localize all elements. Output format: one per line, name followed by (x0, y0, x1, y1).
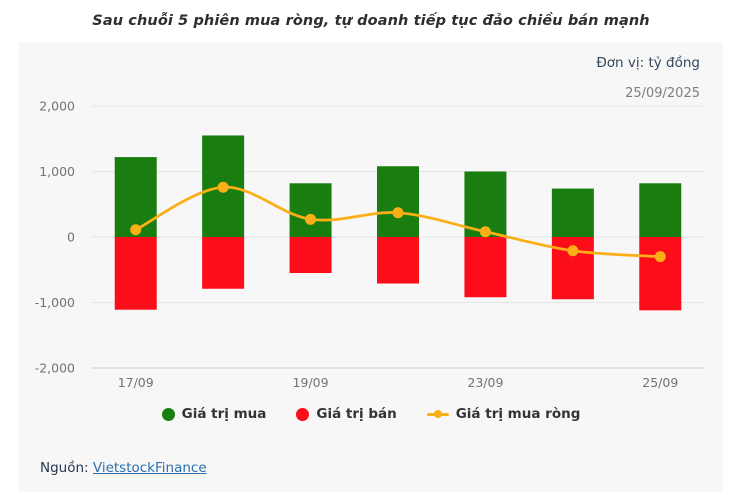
unit-label: Đơn vị: tỷ đồng (596, 55, 700, 71)
source-link[interactable]: VietstockFinance (92, 460, 207, 476)
svg-text:19/09: 19/09 (293, 375, 329, 390)
svg-text:2,000: 2,000 (39, 99, 75, 114)
source-note: Nguồn: VietstockFinance (40, 460, 207, 476)
sell-series-swatch-icon (296, 407, 310, 421)
svg-text:17/09: 17/09 (118, 375, 154, 390)
buy-series-swatch-icon (161, 407, 175, 421)
legend-item-net[interactable]: Giá trị mua ròng (426, 406, 581, 422)
legend: Giá trị mua Giá trị bán Giá trị mua ròng (19, 406, 723, 422)
svg-text:23/09: 23/09 (467, 375, 503, 390)
chart-panel: 2,000 1,000 0 -1,000 -2,000 17/09 19/09 23/09 25… (19, 42, 723, 492)
svg-text:-2,000: -2,000 (35, 361, 75, 376)
legend-item-sell[interactable]: Giá trị bán (296, 406, 397, 422)
source-label: Nguồn: (40, 460, 89, 476)
svg-text:1,000: 1,000 (39, 164, 75, 179)
chart-svg: 2,000 1,000 0 -1,000 -2,000 17/09 19/09 23/09 25… (35, 99, 704, 390)
svg-text:0: 0 (67, 230, 75, 245)
svg-text:-1,000: -1,000 (35, 295, 75, 310)
svg-text:25/09: 25/09 (642, 375, 678, 390)
date-label: 25/09/2025 (625, 86, 700, 101)
legend-label-net: Giá trị mua ròng (455, 406, 581, 422)
legend-item-buy[interactable]: Giá trị mua (161, 406, 267, 422)
legend-label-sell: Giá trị bán (316, 406, 397, 422)
page-title: Sau chuỗi 5 phiên mua ròng, tự doanh tiế… (92, 13, 650, 29)
legend-label-buy: Giá trị mua (181, 406, 267, 422)
net-series-swatch-icon (426, 408, 449, 421)
